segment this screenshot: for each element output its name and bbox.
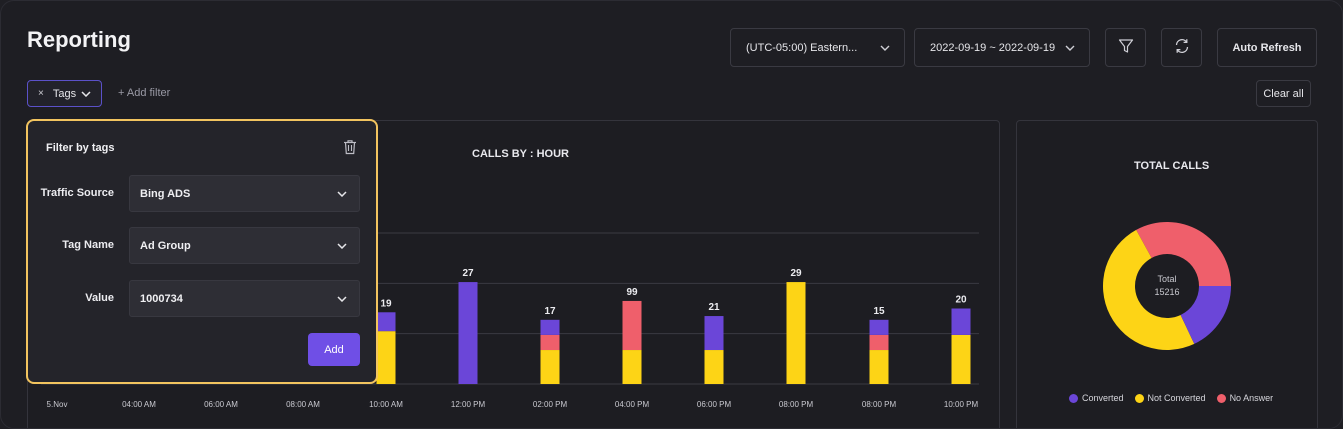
traffic-source-select[interactable]: Bing ADS xyxy=(129,175,360,212)
bar-segment-not-converted[interactable] xyxy=(540,350,560,384)
x-tick-label: 08:00 PM xyxy=(779,400,814,409)
bar-value-label: 21 xyxy=(708,302,720,313)
chevron-down-icon xyxy=(337,190,347,197)
bar-value-label: 27 xyxy=(462,268,474,279)
bar-value-label: 19 xyxy=(380,298,392,309)
x-tick-label: 04:00 PM xyxy=(615,400,650,409)
total-calls-donut: Total 15216 xyxy=(1102,222,1231,351)
tags-chip-label: Tags xyxy=(52,87,77,100)
tag-name-label: Tag Name xyxy=(62,239,114,251)
x-tick-label: 10:00 PM xyxy=(944,400,979,409)
chevron-down-icon xyxy=(874,45,896,51)
bar-segment-converted[interactable] xyxy=(869,319,889,335)
total-calls-panel xyxy=(1016,120,1318,428)
date-range-value: 2022-09-19 ~ 2022-09-19 xyxy=(930,41,1056,54)
tag-name-select[interactable]: Ad Group xyxy=(129,227,360,264)
bar-segment-converted[interactable] xyxy=(540,319,560,335)
value-label: Value xyxy=(85,292,114,304)
bar-segment-no-answer[interactable] xyxy=(540,334,560,351)
clear-all-button[interactable]: Clear all xyxy=(1256,80,1311,107)
bar-value-label: 29 xyxy=(790,268,802,279)
x-tick-label: 04:00 AM xyxy=(122,400,156,409)
filter-icon xyxy=(1118,38,1134,57)
total-calls-title: TOTAL CALLS xyxy=(1134,160,1210,172)
donut-slice-no-answer[interactable] xyxy=(1136,222,1231,286)
filter-by-tags-popup: Filter by tags Traffic Source Bing ADS T… xyxy=(26,119,378,384)
bar-value-label: 20 xyxy=(955,295,967,306)
donut-center-label: Total xyxy=(1157,274,1176,284)
bar-segment-not-converted[interactable] xyxy=(869,350,889,384)
bar-value-label: 99 xyxy=(626,287,638,298)
chevron-down-icon xyxy=(337,295,347,302)
add-button[interactable]: Add xyxy=(308,333,360,366)
filter-button[interactable] xyxy=(1105,28,1146,67)
bar-segment-converted[interactable] xyxy=(458,282,478,384)
legend-swatch xyxy=(1134,393,1144,403)
x-tick-label: 12:00 PM xyxy=(451,400,486,409)
bar-segment-not-converted[interactable] xyxy=(786,282,806,384)
bar-segment-converted[interactable] xyxy=(376,312,396,332)
value-select[interactable]: 1000734 xyxy=(129,280,360,317)
x-tick-label: 02:00 PM xyxy=(533,400,568,409)
legend-label: Converted xyxy=(1082,393,1124,403)
chevron-down-icon xyxy=(1059,45,1081,51)
bar-value-label: 17 xyxy=(544,306,556,317)
bar-segment-not-converted[interactable] xyxy=(622,350,642,384)
bar-segment-converted[interactable] xyxy=(704,316,724,351)
legend-label: Not Converted xyxy=(1147,393,1206,403)
legend-item-no-answer: No Answer xyxy=(1216,393,1274,403)
close-icon[interactable]: × xyxy=(38,88,44,99)
x-tick-label: 06:00 AM xyxy=(204,400,238,409)
donut-slice-not-converted[interactable] xyxy=(1102,229,1195,351)
date-range-select[interactable]: 2022-09-19 ~ 2022-09-19 xyxy=(914,28,1090,67)
x-tick-label: 5.Nov xyxy=(47,400,68,409)
legend-label: No Answer xyxy=(1229,393,1274,403)
legend-item-converted: Converted xyxy=(1069,393,1124,403)
x-tick-label: 10:00 AM xyxy=(369,400,403,409)
x-tick-label: 08:00 PM xyxy=(862,400,897,409)
x-tick-label: 06:00 PM xyxy=(697,400,732,409)
chevron-down-icon xyxy=(337,242,347,249)
total-calls-legend: Converted Not Converted No Answer xyxy=(1069,393,1284,403)
bar-segment-no-answer[interactable] xyxy=(622,300,642,351)
traffic-source-label: Traffic Source xyxy=(40,187,114,199)
bar-segment-not-converted[interactable] xyxy=(704,350,724,384)
trash-icon[interactable] xyxy=(343,139,357,160)
add-filter-link[interactable]: + Add filter xyxy=(118,87,171,99)
chevron-down-icon xyxy=(81,88,91,100)
donut-center-value: 15216 xyxy=(1154,287,1179,297)
traffic-source-value: Bing ADS xyxy=(140,187,191,200)
popup-title: Filter by tags xyxy=(46,142,115,154)
page-title: Reporting xyxy=(27,27,131,52)
donut-slice-converted[interactable] xyxy=(1180,286,1231,344)
x-tick-label: 08:00 AM xyxy=(286,400,320,409)
refresh-button[interactable] xyxy=(1161,28,1202,67)
bar-value-label: 15 xyxy=(873,306,885,317)
bar-segment-not-converted[interactable] xyxy=(951,334,971,384)
legend-swatch xyxy=(1216,393,1226,403)
timezone-select[interactable]: (UTC-05:00) Eastern... xyxy=(730,28,905,67)
calls-by-hour-title: CALLS BY : HOUR xyxy=(472,148,569,160)
tags-filter-chip[interactable]: × Tags xyxy=(27,80,102,107)
bar-segment-converted[interactable] xyxy=(951,308,971,335)
bar-segment-not-converted[interactable] xyxy=(376,331,396,384)
bar-segment-no-answer[interactable] xyxy=(869,334,889,351)
legend-item-not-converted: Not Converted xyxy=(1134,393,1206,403)
auto-refresh-button[interactable]: Auto Refresh xyxy=(1217,28,1317,67)
refresh-icon xyxy=(1173,37,1191,58)
calls-by-hour-chart: 5.Nov 04:00 AM 06:00 AM 08:00 AM 10:00 AM 12:… xyxy=(41,232,979,409)
tag-name-value: Ad Group xyxy=(140,239,191,252)
timezone-value: (UTC-05:00) Eastern... xyxy=(746,41,858,54)
value-value: 1000734 xyxy=(140,292,183,305)
legend-swatch xyxy=(1069,393,1078,403)
